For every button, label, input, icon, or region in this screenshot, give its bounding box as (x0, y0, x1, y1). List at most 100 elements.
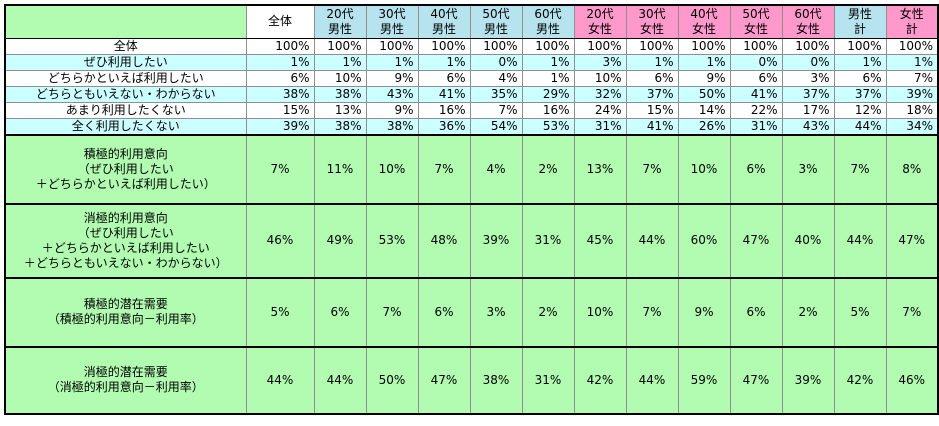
value-cell: 53% (365, 202, 419, 278)
value-cell: 37% (625, 85, 679, 103)
value-cell: 100% (365, 37, 419, 55)
value-cell: 2% (521, 133, 575, 204)
value-cell: 41% (417, 85, 471, 103)
value-cell: 8% (885, 133, 939, 204)
value-cell: 0% (729, 53, 783, 71)
value-cell: 14% (677, 101, 731, 119)
value-cell: 47% (885, 202, 939, 278)
value-cell: 16% (521, 101, 575, 119)
value-cell: 13% (313, 101, 367, 119)
column-header: 男性 計 (833, 4, 887, 39)
value-cell: 45% (573, 202, 627, 278)
table-row: 全く利用したくない 39% 38% 38% 36% 54% 53% 31% 41% 26% 31% 4… (4, 117, 939, 135)
value-cell: 44% (245, 345, 315, 414)
value-cell: 7% (885, 69, 939, 87)
value-cell: 3% (573, 53, 627, 71)
value-cell: 43% (365, 85, 419, 103)
table-row: 全体 100% 100% 100% 100% 100% 100% 100% 100% 100% 10… (4, 37, 939, 55)
value-cell: 39% (469, 202, 523, 278)
value-cell: 6% (625, 69, 679, 87)
column-header: 全体 (245, 4, 315, 39)
value-cell: 1% (521, 69, 575, 87)
value-cell: 3% (781, 133, 835, 204)
value-cell: 34% (885, 117, 939, 135)
value-cell: 60% (677, 202, 731, 278)
table-row: 消極的利用意向 （ぜひ利用したい ＋どちらかといえば利用したい ＋どちらともいえ… (4, 202, 939, 278)
value-cell: 24% (573, 101, 627, 119)
column-header: 60代 男性 (521, 4, 575, 39)
value-cell: 49% (313, 202, 367, 278)
value-cell: 10% (365, 133, 419, 204)
row-label: 消極的潜在需要 （消極的利用意向－利用率） (4, 345, 247, 414)
value-cell: 2% (781, 276, 835, 347)
column-header: 50代 男性 (469, 4, 523, 39)
value-cell: 46% (885, 345, 939, 414)
value-cell: 35% (469, 85, 523, 103)
value-cell: 100% (469, 37, 523, 55)
row-label: 積極的利用意向 （ぜひ利用したい ＋どちらかといえば利用したい） (4, 133, 247, 204)
value-cell: 100% (729, 37, 783, 55)
value-cell: 18% (885, 101, 939, 119)
column-header: 30代 女性 (625, 4, 679, 39)
value-cell: 38% (365, 117, 419, 135)
value-cell: 10% (313, 69, 367, 87)
value-cell: 32% (573, 85, 627, 103)
value-cell: 39% (781, 345, 835, 414)
value-cell: 50% (677, 85, 731, 103)
value-cell: 1% (885, 53, 939, 71)
value-cell: 10% (573, 69, 627, 87)
value-cell: 0% (469, 53, 523, 71)
value-cell: 48% (417, 202, 471, 278)
value-cell: 7% (625, 133, 679, 204)
value-cell: 1% (625, 53, 679, 71)
value-cell: 1% (521, 53, 575, 71)
value-cell: 4% (469, 133, 523, 204)
row-label: 積極的潜在需要 （積極的利用意向－利用率） (4, 276, 247, 347)
value-cell: 1% (313, 53, 367, 71)
value-cell: 26% (677, 117, 731, 135)
value-cell: 44% (833, 117, 887, 135)
value-cell: 13% (573, 133, 627, 204)
value-cell: 100% (313, 37, 367, 55)
value-cell: 12% (833, 101, 887, 119)
value-cell: 15% (245, 101, 315, 119)
value-cell: 100% (885, 37, 939, 55)
value-cell: 44% (833, 202, 887, 278)
value-cell: 38% (313, 85, 367, 103)
corner-cell (4, 4, 247, 39)
value-cell: 7% (245, 133, 315, 204)
table-row: ぜひ利用したい 1% 1% 1% 1% 0% 1% 3% 1% 1% 0% 0% 1% 1% (4, 53, 939, 71)
table-row: あまり利用したくない 15% 13% 9% 16% 7% 16% 24% 15% 14% 22% 17… (4, 101, 939, 119)
value-cell: 44% (625, 345, 679, 414)
value-cell: 44% (313, 345, 367, 414)
value-cell: 38% (313, 117, 367, 135)
value-cell: 37% (781, 85, 835, 103)
value-cell: 100% (245, 37, 315, 55)
value-cell: 9% (677, 69, 731, 87)
column-header: 20代 男性 (313, 4, 367, 39)
value-cell: 0% (781, 53, 835, 71)
row-label: あまり利用したくない (4, 101, 247, 119)
value-cell: 11% (313, 133, 367, 204)
column-header: 60代 女性 (781, 4, 835, 39)
table-row: 積極的潜在需要 （積極的利用意向－利用率） 5% 6% 7% 6% 3% 2% 10% 7% 9%… (4, 276, 939, 347)
value-cell: 54% (469, 117, 523, 135)
value-cell: 7% (417, 133, 471, 204)
value-cell: 44% (625, 202, 679, 278)
table-row: 消極的潜在需要 （消極的利用意向－利用率） 44% 44% 50% 47% 38% 31% 4… (4, 345, 939, 414)
value-cell: 47% (417, 345, 471, 414)
value-cell: 31% (729, 117, 783, 135)
value-cell: 1% (417, 53, 471, 71)
value-cell: 15% (625, 101, 679, 119)
value-cell: 10% (677, 133, 731, 204)
value-cell: 6% (313, 276, 367, 347)
value-cell: 6% (729, 69, 783, 87)
table-row: 積極的利用意向 （ぜひ利用したい ＋どちらかといえば利用したい） 7% 11% 10%… (4, 133, 939, 204)
value-cell: 17% (781, 101, 835, 119)
value-cell: 31% (573, 117, 627, 135)
value-cell: 1% (365, 53, 419, 71)
value-cell: 31% (521, 345, 575, 414)
row-label: ぜひ利用したい (4, 53, 247, 71)
page: { "colors": { "summary_green": "#b2fcb2"… (0, 4, 939, 426)
value-cell: 100% (677, 37, 731, 55)
